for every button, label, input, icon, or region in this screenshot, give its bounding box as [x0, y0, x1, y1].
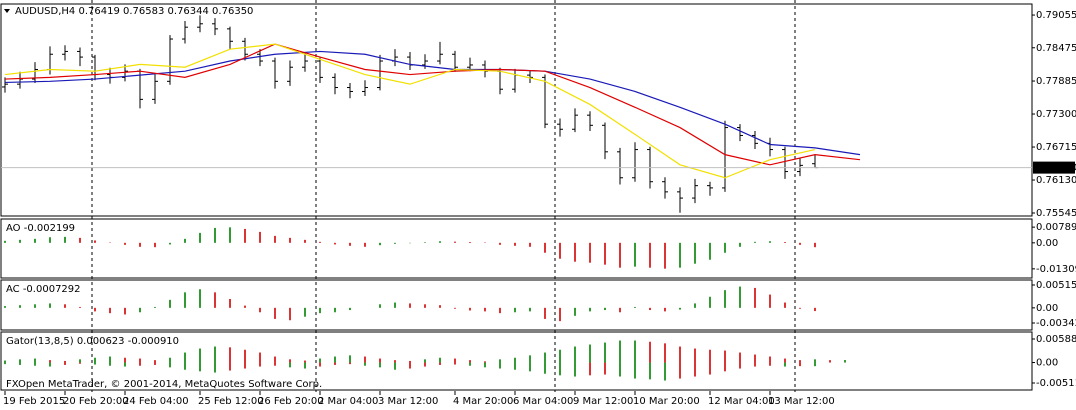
y-tick-label: 0.75545 — [1036, 208, 1076, 219]
panel-frame — [0, 279, 1033, 331]
x-tick-label: 10 Mar 20:00 — [633, 396, 700, 407]
y-tick-label: 0.78475 — [1036, 43, 1076, 54]
y-tick-label: -0.005117 — [1036, 378, 1076, 389]
panel-frame — [0, 331, 1033, 391]
y-tick-label: 0.00 — [1036, 358, 1058, 369]
x-tick-label: 25 Feb 12:00 — [198, 396, 264, 407]
y-tick-label: 0.77885 — [1036, 76, 1076, 87]
x-tick-label: 6 Mar 04:00 — [513, 396, 573, 407]
alligator-line — [4, 50, 861, 156]
alligator-line — [4, 43, 816, 179]
y-tick-label: 0.005885 — [1036, 334, 1076, 345]
y-tick-label: -0.013093 — [1036, 264, 1076, 275]
panel-title: Gator(13,8,5) 0.000623 -0.000910 — [6, 336, 179, 347]
x-tick-label: 26 Feb 20:00 — [258, 396, 324, 407]
x-tick-label: 19 Feb 2015 — [3, 396, 65, 407]
x-tick-label: 24 Feb 04:00 — [123, 396, 189, 407]
x-tick-label: 12 Mar 04:00 — [708, 396, 775, 407]
y-tick-label: 0.77300 — [1036, 109, 1076, 120]
copyright-note: FXOpen MetaTrader, © 2001-2014, MetaQuot… — [6, 379, 322, 390]
current-price-box — [1033, 161, 1075, 174]
y-tick-label: 0.76715 — [1036, 142, 1076, 153]
x-tick-label: 13 Mar 12:00 — [768, 396, 835, 407]
alligator-line — [4, 43, 861, 166]
x-tick-label: 3 Mar 12:00 — [378, 396, 438, 407]
y-tick-label: 0.00 — [1036, 303, 1058, 314]
x-tick-label: 2 Mar 04:00 — [318, 396, 378, 407]
y-tick-label: 0.76130 — [1036, 175, 1076, 186]
y-tick-label: 0.79055 — [1036, 10, 1076, 21]
x-tick-label: 4 Mar 20:00 — [453, 396, 513, 407]
x-tick-label: 9 Mar 12:00 — [573, 396, 633, 407]
x-tick-label: 20 Feb 20:00 — [63, 396, 129, 407]
panel-title: AO -0.002199 — [6, 223, 75, 234]
panel-title: AC -0.0007292 — [6, 284, 81, 295]
panel-title: AUDUSD,H4 0.76419 0.76583 0.76344 0.7635… — [15, 6, 253, 17]
y-tick-label: 0.005158 — [1036, 280, 1076, 291]
panel-frame — [0, 3, 1033, 217]
y-tick-label: 0.00 — [1036, 238, 1058, 249]
y-tick-label: 0.007896 — [1036, 222, 1076, 233]
menu-arrow[interactable] — [4, 9, 10, 13]
panel-frame — [0, 218, 1033, 279]
current-price-label: 0.76350 — [1036, 163, 1076, 174]
y-tick-label: -0.003424 — [1036, 318, 1076, 329]
